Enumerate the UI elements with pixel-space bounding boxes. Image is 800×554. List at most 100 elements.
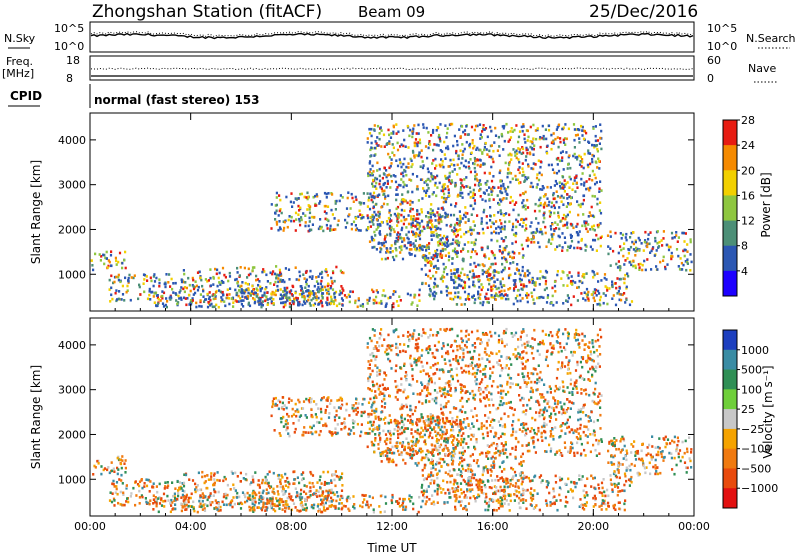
data-cell <box>138 502 141 505</box>
data-cell <box>475 275 478 278</box>
data-cell <box>437 221 440 224</box>
data-cell <box>629 245 633 249</box>
data-cell <box>333 418 337 422</box>
data-cell <box>317 286 320 289</box>
data-cell <box>410 215 413 218</box>
data-cell <box>296 408 299 412</box>
data-cell <box>403 364 406 367</box>
data-cell <box>539 188 542 191</box>
data-cell <box>585 292 588 296</box>
data-cell <box>117 458 121 461</box>
data-cell <box>559 184 562 188</box>
data-cell <box>186 506 189 509</box>
data-cell <box>592 296 595 300</box>
data-cell <box>407 230 410 234</box>
data-cell <box>566 221 569 225</box>
data-cell <box>238 274 241 277</box>
data-cell <box>274 504 278 508</box>
data-cell <box>599 295 602 299</box>
data-cell <box>333 406 336 409</box>
data-cell <box>311 275 314 278</box>
data-cell <box>550 147 553 151</box>
data-cell <box>554 179 557 183</box>
data-cell <box>380 145 383 148</box>
data-cell <box>538 353 541 356</box>
data-cell <box>296 298 299 302</box>
data-cell <box>373 124 376 127</box>
data-cell <box>411 132 414 135</box>
data-cell <box>430 134 433 137</box>
data-cell <box>427 220 430 224</box>
data-cell <box>441 432 444 435</box>
data-cell <box>370 405 373 409</box>
freq-panel: Freq. [MHz] 18 8 60 0 Nave <box>2 54 778 85</box>
data-cell <box>373 411 376 415</box>
data-cell <box>214 297 217 300</box>
data-cell <box>532 428 536 432</box>
data-cell <box>367 387 370 390</box>
data-cell <box>117 273 120 277</box>
data-cell <box>209 284 212 287</box>
data-cell <box>515 178 518 181</box>
data-cell <box>249 498 252 501</box>
data-cell <box>390 132 393 135</box>
data-cell <box>457 425 460 428</box>
data-cell <box>373 230 376 234</box>
data-cell <box>590 205 593 209</box>
data-cell <box>180 296 183 300</box>
data-cell <box>433 254 436 258</box>
data-cell <box>480 136 483 139</box>
data-cell <box>145 484 149 488</box>
data-cell <box>689 269 692 272</box>
data-cell <box>294 402 297 406</box>
data-cell <box>320 410 323 414</box>
data-cell <box>297 419 300 422</box>
data-cell <box>499 198 502 201</box>
data-cell <box>213 481 216 485</box>
data-cell <box>272 298 275 301</box>
data-cell <box>391 151 394 154</box>
data-cell <box>295 197 298 201</box>
data-cell <box>196 288 200 292</box>
data-cell <box>273 283 276 286</box>
data-cell <box>275 209 278 213</box>
data-cell <box>545 286 548 290</box>
data-cell <box>376 169 379 172</box>
data-cell <box>115 487 118 491</box>
data-cell <box>458 128 461 131</box>
data-cell <box>444 421 447 425</box>
data-cell <box>449 435 452 438</box>
data-cell <box>252 288 255 292</box>
data-cell <box>261 294 264 297</box>
data-cell <box>414 406 417 409</box>
data-cell <box>444 211 447 215</box>
data-cell <box>348 213 351 216</box>
data-cell <box>334 202 337 205</box>
data-cell <box>488 282 491 286</box>
data-cell <box>581 202 584 206</box>
data-cell <box>334 299 337 302</box>
data-cell <box>623 277 626 281</box>
data-cell <box>441 215 444 218</box>
data-cell <box>432 294 435 297</box>
data-cell <box>221 290 224 294</box>
data-cell <box>240 288 243 291</box>
data-cell <box>586 441 589 445</box>
data-cell <box>416 431 419 435</box>
data-cell <box>433 294 436 298</box>
data-cell <box>354 409 357 412</box>
data-cell <box>579 374 582 378</box>
data-cell <box>431 209 434 213</box>
data-cell <box>577 203 580 207</box>
data-cell <box>249 294 252 297</box>
data-cell <box>449 123 453 126</box>
data-cell <box>434 228 437 232</box>
data-cell <box>559 196 562 199</box>
data-cell <box>380 460 383 463</box>
data-cell <box>458 356 462 359</box>
data-cell <box>374 213 378 217</box>
data-cell <box>258 491 261 495</box>
data-cell <box>102 468 105 472</box>
data-cell <box>443 386 446 389</box>
data-cell <box>590 352 593 356</box>
